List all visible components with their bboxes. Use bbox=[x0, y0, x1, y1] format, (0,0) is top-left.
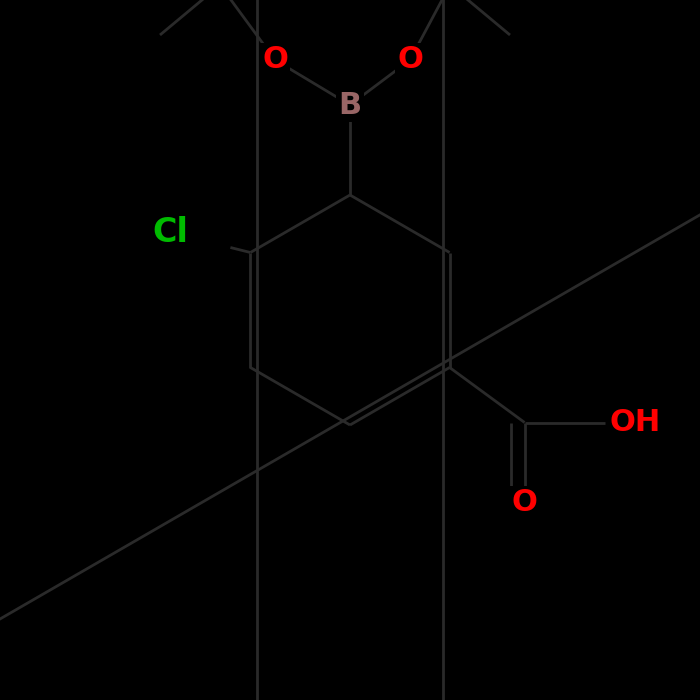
Text: O: O bbox=[262, 46, 288, 74]
Text: B: B bbox=[338, 90, 362, 120]
Text: Cl: Cl bbox=[153, 216, 188, 249]
Text: O: O bbox=[397, 46, 423, 74]
Text: O: O bbox=[512, 488, 538, 517]
Text: OH: OH bbox=[610, 408, 661, 437]
